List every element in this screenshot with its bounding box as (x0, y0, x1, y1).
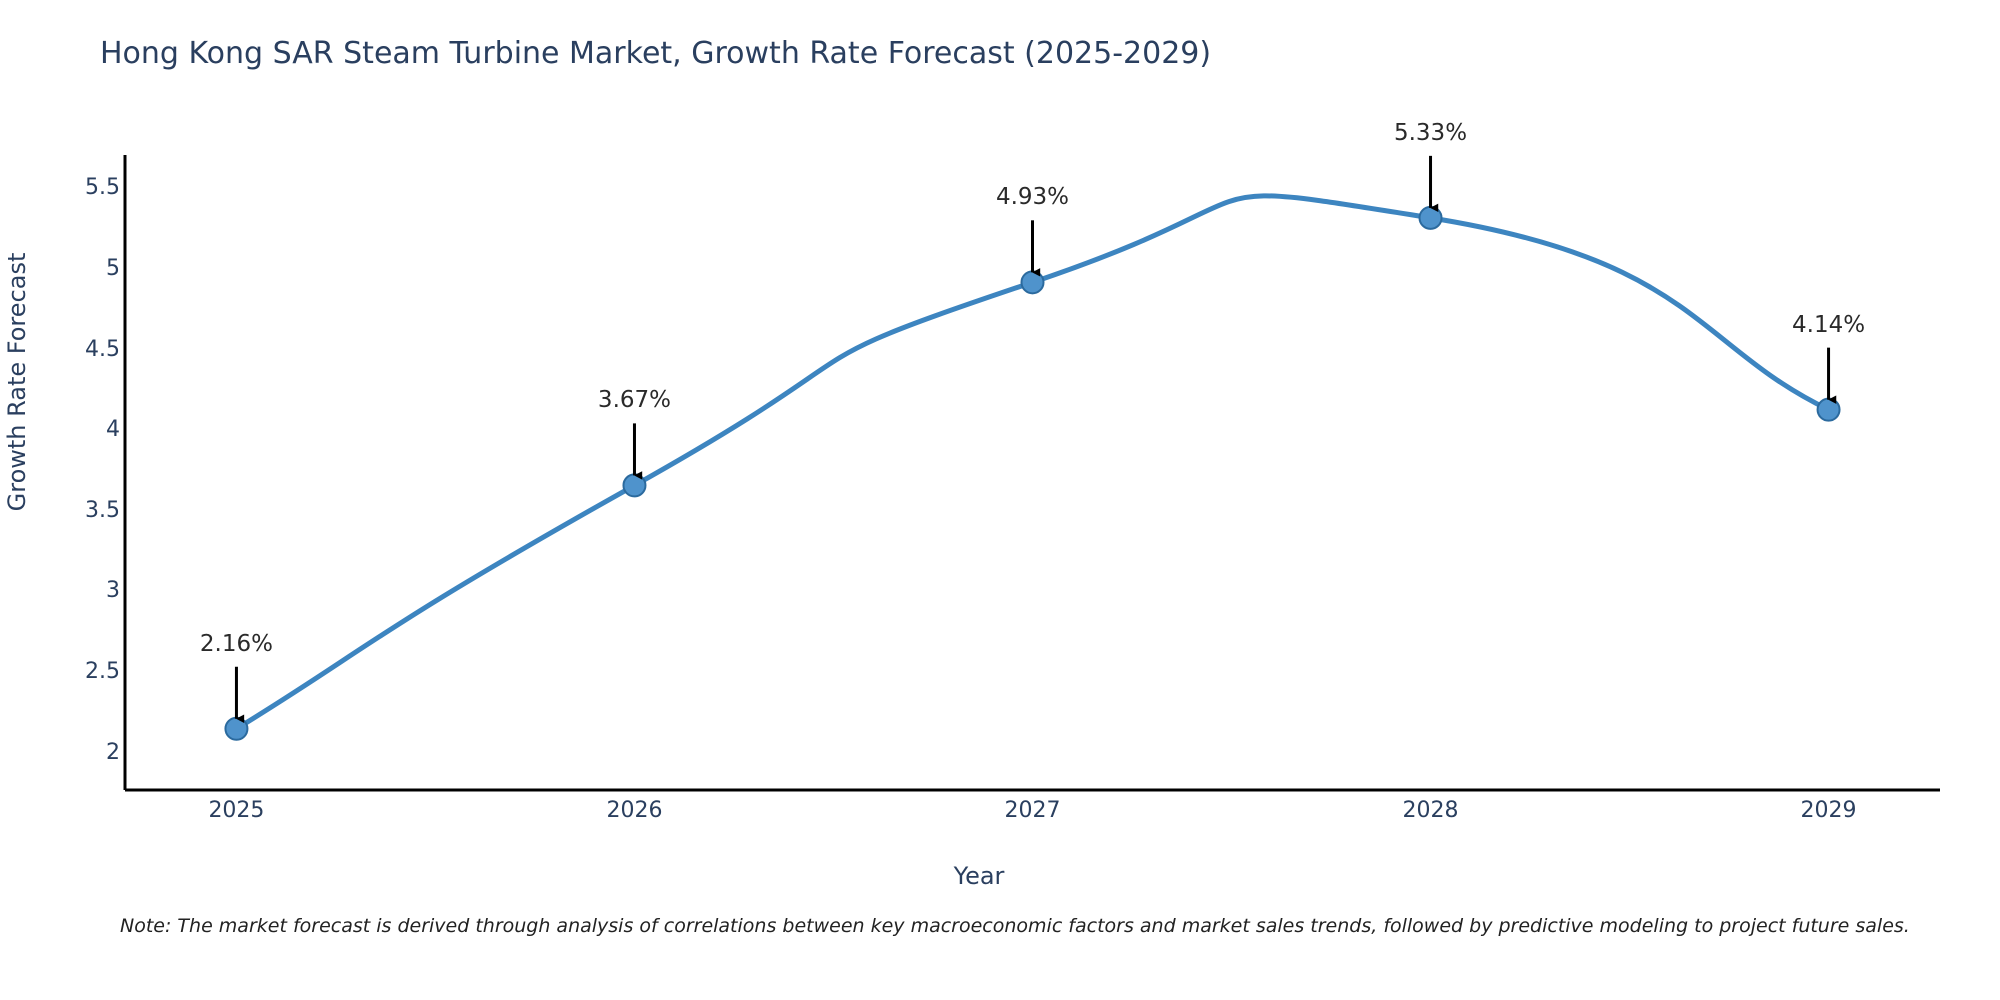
x-tick-label: 2028 (1402, 798, 1459, 823)
data-point-label: 2.16% (199, 630, 273, 657)
y-tick-label: 2 (106, 739, 120, 765)
y-tick-label: 3 (106, 578, 120, 604)
data-point-label: 4.93% (995, 184, 1070, 211)
y-tick-label: 3.5 (85, 497, 120, 523)
data-point-marker[interactable] (1418, 205, 1443, 230)
x-tick-label: 2025 (208, 798, 265, 823)
chart-title: Hong Kong SAR Steam Turbine Market, Grow… (100, 36, 1212, 71)
y-tick-label: 5 (106, 256, 120, 282)
data-point-marker[interactable] (622, 473, 647, 498)
data-markers (224, 205, 1841, 741)
data-point-marker[interactable] (1816, 397, 1841, 422)
annotation-arrows (234, 155, 1837, 723)
y-tick-label: 2.5 (85, 658, 120, 684)
data-point-marker[interactable] (224, 716, 249, 741)
data-point-marker[interactable] (1020, 270, 1045, 295)
y-tick-label: 5.5 (85, 175, 120, 201)
y-tick-label: 4.5 (85, 336, 120, 362)
data-point-label: 3.67% (597, 387, 672, 414)
x-tick-label: 2026 (606, 798, 663, 823)
y-tick-label: 4 (106, 417, 120, 443)
axis-spines (123, 155, 1940, 792)
data-point-label: 5.33% (1393, 119, 1468, 146)
x-tick-label: 2027 (1004, 798, 1061, 823)
chart-footnote: Note: The market forecast is derived thr… (120, 915, 1910, 937)
x-axis-title: Year (953, 862, 1005, 890)
x-tick-label: 2029 (1800, 798, 1857, 823)
data-point-label: 4.14% (1792, 311, 1866, 338)
